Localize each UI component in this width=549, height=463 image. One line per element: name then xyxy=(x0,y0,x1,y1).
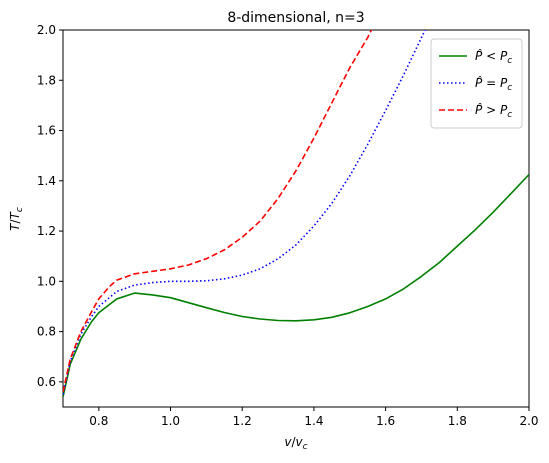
legend-label-2: P̂ = Pc xyxy=(475,76,512,93)
x-axis-ticks: 0.8 1.0 1.2 1.4 1.6 1.8 2.0 xyxy=(89,407,539,428)
y-tick-label: 1.6 xyxy=(37,124,56,138)
legend: P̂ < Pc P̂ = Pc P̂ > Pc xyxy=(430,38,523,129)
legend-label-3: P̂ > Pc xyxy=(475,103,512,120)
y-tick-label: 1.0 xyxy=(37,274,56,288)
x-tick-label: 1.6 xyxy=(376,414,395,428)
series-line-3 xyxy=(63,30,373,393)
series-line-2 xyxy=(63,30,426,395)
legend-items: P̂ < Pc P̂ = Pc P̂ > Pc xyxy=(439,49,512,120)
chart-title: 8-dimensional, n=3 xyxy=(227,10,364,26)
x-tick-label: 1.2 xyxy=(233,414,252,428)
x-tick-label: 1.8 xyxy=(448,414,467,428)
plot-frame xyxy=(62,29,530,408)
y-tick-label: 1.4 xyxy=(37,174,56,188)
y-tick-label: 1.2 xyxy=(37,224,56,238)
y-tick-label: 0.6 xyxy=(37,375,56,389)
x-tick-label: 1.4 xyxy=(304,414,323,428)
plot-area xyxy=(62,29,530,408)
y-tick-label: 2.0 xyxy=(37,23,56,37)
y-tick-label: 0.8 xyxy=(37,325,56,339)
x-tick-label: 2.0 xyxy=(519,414,538,428)
legend-box xyxy=(430,38,523,129)
legend-label-1: P̂ < Pc xyxy=(475,49,512,66)
x-tick-label: 0.8 xyxy=(89,414,108,428)
y-tick-label: 1.8 xyxy=(37,73,56,87)
y-axis-label: T/Tc xyxy=(8,207,25,231)
x-tick-label: 1.0 xyxy=(161,414,180,428)
y-axis-ticks: 0.6 0.8 1.0 1.2 1.4 1.6 1.8 2.0 xyxy=(37,23,63,389)
curves xyxy=(63,30,529,398)
x-axis-label: v/vc xyxy=(284,435,307,452)
series-line-1 xyxy=(63,173,529,398)
